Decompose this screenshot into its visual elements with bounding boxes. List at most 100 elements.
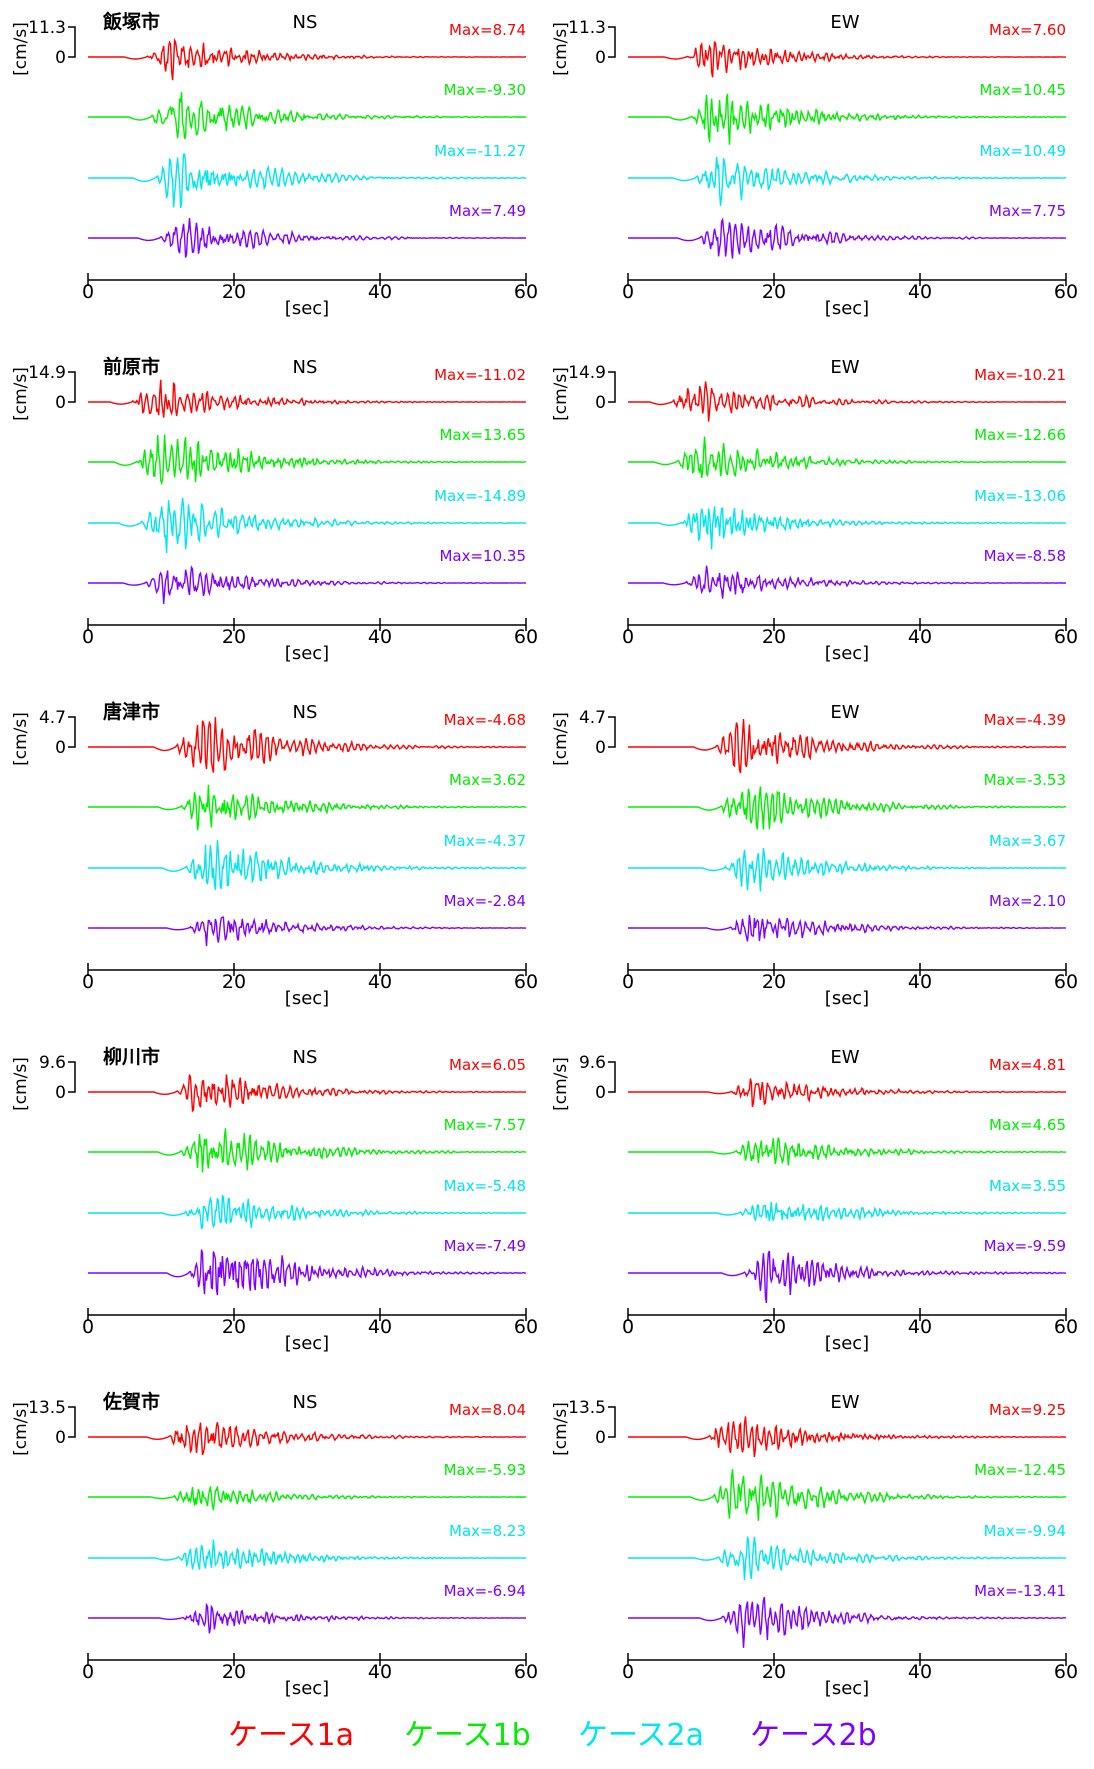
x-tick-label: 40 xyxy=(368,1661,392,1683)
max-label: Max=3.62 xyxy=(449,771,526,789)
x-tick-label: 40 xyxy=(908,971,932,993)
max-label: Max=4.81 xyxy=(989,1056,1066,1074)
component-label: EW xyxy=(830,1047,859,1068)
max-label: Max=9.25 xyxy=(989,1401,1066,1419)
scale-max-label: 14.9 xyxy=(28,363,66,383)
max-label: Max=-12.66 xyxy=(974,426,1066,444)
trace-ケース1a xyxy=(88,717,527,773)
trace-ケース2a xyxy=(88,497,527,554)
x-tick-label: 60 xyxy=(514,281,538,303)
max-label: Max=10.35 xyxy=(439,547,526,565)
trace-ケース2b xyxy=(628,914,1067,942)
scale-bracket xyxy=(608,1406,616,1438)
scale-zero-label: 0 xyxy=(595,48,606,68)
scale-max-label: 13.5 xyxy=(28,1398,66,1418)
trace-ケース2b xyxy=(628,217,1067,259)
trace-ケース1a xyxy=(628,1416,1066,1458)
scale-bracket xyxy=(68,716,76,748)
max-label: Max=8.74 xyxy=(449,21,526,39)
y-axis-label: [cm/s] xyxy=(551,22,571,76)
max-label: Max=7.49 xyxy=(449,202,526,220)
max-label: Max=8.04 xyxy=(449,1401,526,1419)
x-axis-label: [sec] xyxy=(285,988,329,1009)
trace-ケース2b xyxy=(88,916,527,947)
trace-ケース1b xyxy=(628,436,1067,479)
x-tick-label: 20 xyxy=(762,626,786,648)
scale-zero-label: 0 xyxy=(595,738,606,758)
trace-ケース2a xyxy=(628,1536,1067,1581)
max-label: Max=2.10 xyxy=(989,892,1066,910)
x-axis-label: [sec] xyxy=(285,1333,329,1354)
x-tick-label: 0 xyxy=(82,971,94,993)
legend-item-case-1b: ケース1b xyxy=(404,1718,531,1753)
trace-ケース2b xyxy=(88,565,526,604)
x-tick-label: 60 xyxy=(1054,281,1078,303)
max-label: Max=-3.53 xyxy=(984,771,1066,789)
max-label: Max=-7.57 xyxy=(444,1116,526,1134)
scale-zero-label: 0 xyxy=(55,393,66,413)
trace-ケース1a xyxy=(88,1074,527,1113)
max-label: Max=-8.58 xyxy=(984,547,1066,565)
max-label: Max=6.05 xyxy=(449,1056,526,1074)
component-label: NS xyxy=(293,702,318,723)
max-label: Max=-9.59 xyxy=(984,1237,1066,1255)
x-tick-label: 60 xyxy=(1054,971,1078,993)
trace-ケース2a xyxy=(88,153,527,209)
max-label: Max=10.45 xyxy=(979,81,1066,99)
scale-max-label: 14.9 xyxy=(568,363,606,383)
trace-ケース1a xyxy=(88,1422,526,1456)
trace-ケース2b xyxy=(88,218,526,258)
x-axis-label: [sec] xyxy=(285,643,329,664)
trace-ケース1a xyxy=(628,1078,1067,1108)
trace-ケース2a xyxy=(88,1539,526,1570)
scale-zero-label: 0 xyxy=(595,393,606,413)
scale-bracket xyxy=(68,1061,76,1093)
scale-max-label: 4.7 xyxy=(579,708,606,728)
component-label: NS xyxy=(293,12,318,33)
x-tick-label: 40 xyxy=(908,1661,932,1683)
x-tick-label: 0 xyxy=(622,971,634,993)
x-axis-label: [sec] xyxy=(825,988,869,1009)
x-tick-label: 20 xyxy=(762,1661,786,1683)
scale-zero-label: 0 xyxy=(595,1428,606,1448)
scale-max-label: 9.6 xyxy=(579,1053,606,1073)
x-tick-label: 60 xyxy=(514,1661,538,1683)
x-axis-label: [sec] xyxy=(285,1678,329,1699)
max-label: Max=-11.27 xyxy=(434,142,526,160)
legend: ケース1a ケース1b ケース2a ケース2b xyxy=(0,1716,1094,1756)
y-axis-label: [cm/s] xyxy=(11,22,31,76)
scale-zero-label: 0 xyxy=(55,1428,66,1448)
trace-ケース1b xyxy=(88,92,526,140)
legend-item-case-2b: ケース2b xyxy=(750,1718,877,1753)
max-label: Max=-7.49 xyxy=(444,1237,526,1255)
x-tick-label: 20 xyxy=(222,971,246,993)
y-axis-label: [cm/s] xyxy=(551,712,571,766)
x-tick-label: 0 xyxy=(622,1661,634,1683)
max-label: Max=13.65 xyxy=(439,426,526,444)
x-axis-label: [sec] xyxy=(825,643,869,664)
x-tick-label: 0 xyxy=(82,626,94,648)
x-axis-label: [sec] xyxy=(825,1333,869,1354)
trace-ケース2b xyxy=(628,565,1067,599)
x-tick-label: 0 xyxy=(82,1661,94,1683)
x-axis-label: [sec] xyxy=(825,298,869,319)
trace-ケース2a xyxy=(628,506,1067,550)
max-label: Max=-12.45 xyxy=(974,1461,1066,1479)
legend-item-case-2a: ケース2a xyxy=(578,1718,704,1753)
max-label: Max=7.60 xyxy=(989,21,1066,39)
city-label: 前原市 xyxy=(103,355,160,378)
scale-bracket xyxy=(68,371,76,403)
x-tick-label: 20 xyxy=(762,971,786,993)
x-tick-label: 0 xyxy=(622,1316,634,1338)
max-label: Max=-5.48 xyxy=(444,1177,526,1195)
scale-bracket xyxy=(608,1061,616,1093)
scale-bracket xyxy=(608,716,616,748)
max-label: Max=-2.84 xyxy=(444,892,526,910)
max-label: Max=-4.37 xyxy=(444,832,526,850)
max-label: Max=-10.21 xyxy=(974,366,1066,384)
city-label: 佐賀市 xyxy=(102,1390,160,1413)
x-tick-label: 0 xyxy=(82,1316,94,1338)
y-axis-label: [cm/s] xyxy=(551,367,571,421)
trace-ケース1b xyxy=(628,786,1066,830)
x-tick-label: 60 xyxy=(1054,626,1078,648)
